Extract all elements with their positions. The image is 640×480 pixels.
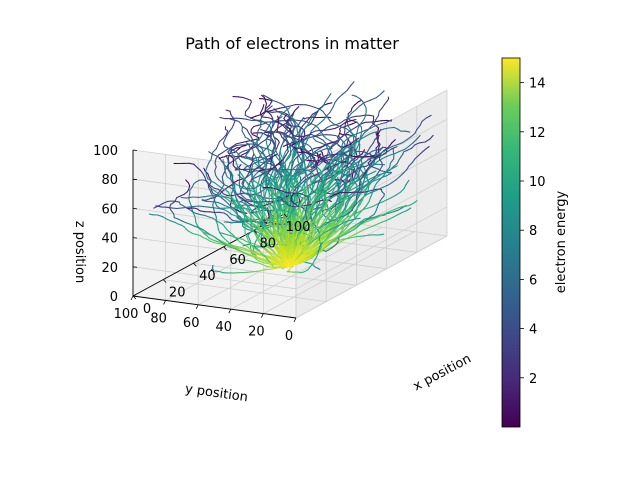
z-axis-label: z position	[72, 221, 87, 283]
z-tick-label: 40	[101, 232, 118, 247]
z-tick-mark	[132, 237, 138, 239]
y-tick-mark	[293, 317, 297, 323]
z-tick-mark	[132, 149, 138, 151]
y-tick-label: 80	[150, 311, 167, 326]
z-tick-label: 20	[101, 261, 118, 276]
electron-track	[289, 147, 325, 267]
colorbar-tick-label: 12	[529, 126, 546, 141]
x-tick-mark	[283, 213, 288, 218]
y-tick-label: 0	[285, 329, 293, 344]
grid-line	[132, 237, 297, 260]
z-tick-label: 0	[110, 290, 118, 305]
electron-track	[218, 155, 291, 267]
x-axis-label: x position	[411, 351, 474, 394]
x-tick-label: 80	[260, 236, 277, 251]
z-tick-mark	[132, 295, 138, 297]
y-tick-label: 100	[114, 307, 139, 322]
colorbar	[501, 57, 521, 428]
x-tick-mark	[223, 246, 227, 251]
grid-line	[295, 235, 448, 319]
x-tick-mark	[193, 262, 197, 267]
grid-line	[163, 279, 327, 302]
colorbar-tick-label: 10	[529, 175, 546, 190]
grid-line	[132, 149, 297, 173]
axis-ticks: 0 20 40 60 80 100 0 20 40 60 80 100 0 20 40 60 80 100	[93, 144, 310, 344]
y-tick-label: 60	[183, 316, 200, 331]
colorbar-tick-label: 6	[529, 273, 537, 288]
electron-track	[153, 200, 291, 267]
electron-track	[289, 179, 410, 267]
x-tick-label: 40	[199, 269, 216, 284]
y-tick-mark	[261, 313, 264, 318]
y-axis-line	[132, 295, 297, 319]
colorbar-tick-label: 2	[529, 372, 537, 387]
colorbar-tick-label: 4	[529, 323, 537, 338]
x-tick-mark	[253, 230, 258, 234]
x-tick-label: 20	[169, 286, 186, 301]
grid-line	[263, 231, 415, 314]
z-tick-mark	[132, 208, 138, 210]
colorbar-ticks: 2 4 6 8 10 12 14	[520, 77, 546, 387]
y-tick-label: 40	[216, 320, 233, 335]
electron-track	[288, 151, 354, 267]
y-tick-label: 20	[248, 325, 265, 340]
y-tick-mark	[130, 295, 134, 301]
electron-track	[205, 126, 291, 267]
back-right-pane	[296, 90, 447, 318]
z-tick-mark	[132, 266, 138, 268]
x-tick-label: 100	[286, 220, 311, 235]
x-tick-label: 60	[229, 253, 246, 268]
z-tick-mark	[132, 178, 138, 181]
electron-track	[289, 188, 385, 267]
electron-track	[237, 106, 300, 267]
y-tick-mark	[195, 304, 199, 309]
grid-line	[295, 206, 448, 290]
colorbar-tick-label: 14	[529, 77, 546, 92]
chart-title: Path of electrons in matter	[185, 34, 399, 53]
colorbar-tick-label: 8	[529, 224, 537, 239]
grid-line	[132, 266, 297, 290]
electron-tracks	[148, 81, 434, 274]
x-tick-mark	[162, 279, 167, 283]
electron-track	[289, 150, 375, 267]
electron-track	[169, 179, 291, 267]
z-tick-label: 60	[101, 202, 118, 217]
x-tick-mark	[132, 295, 137, 300]
z-tick-label: 100	[93, 144, 118, 159]
z-tick-label: 80	[101, 173, 118, 188]
y-tick-mark	[163, 300, 166, 305]
y-axis-label: y position	[184, 382, 249, 406]
colorbar-label: electron energy	[554, 190, 569, 293]
electron-track	[262, 186, 310, 267]
grid-line	[193, 262, 357, 286]
y-tick-mark	[228, 309, 232, 314]
x-tick-label: 0	[143, 302, 151, 317]
electron-track	[229, 149, 291, 267]
